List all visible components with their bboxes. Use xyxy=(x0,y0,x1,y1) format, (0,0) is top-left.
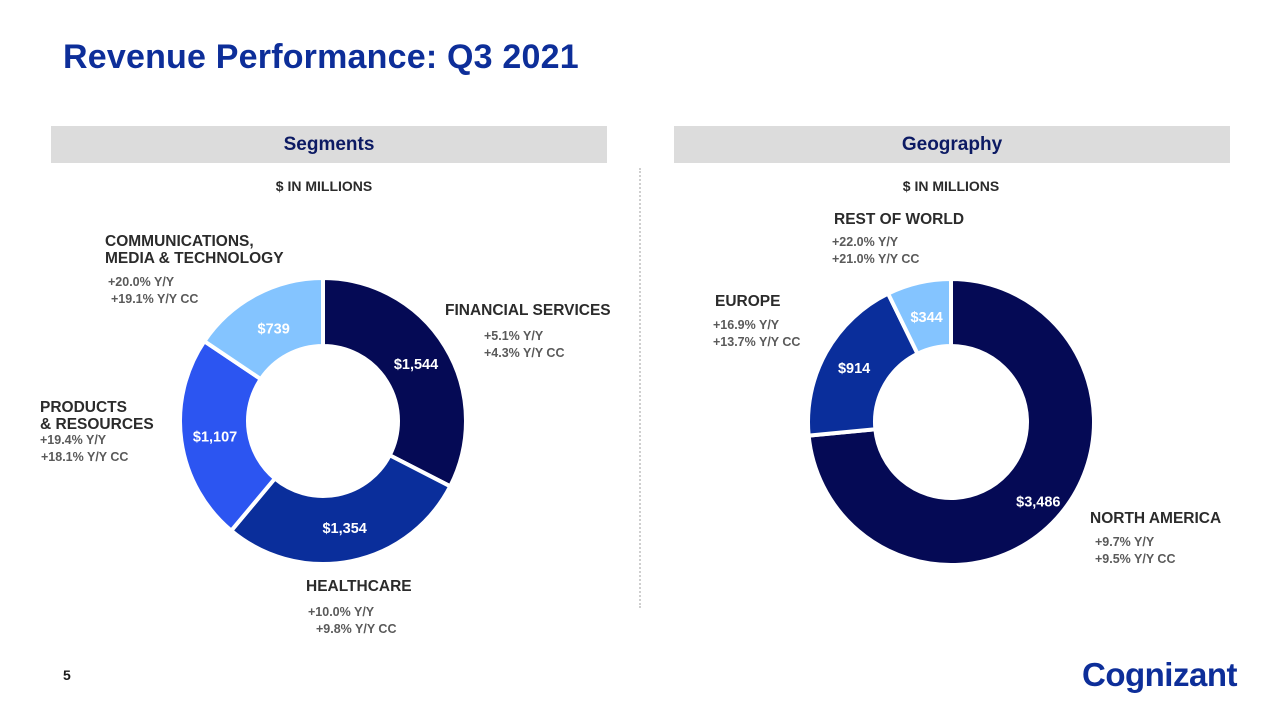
stats-rest-of-world: +22.0% Y/Y +21.0% Y/Y CC xyxy=(832,234,919,268)
yycc-financial-services: +4.3% Y/Y CC xyxy=(484,346,565,360)
label-cmt-line2: MEDIA & TECHNOLOGY xyxy=(105,250,284,267)
segments-units-label: $ IN MILLIONS xyxy=(275,178,373,194)
label-products-resources-line2: & RESOURCES xyxy=(40,416,154,433)
donut-slice-europe xyxy=(806,291,920,438)
yy-products-resources: +19.4% Y/Y xyxy=(40,433,107,447)
donut-value-label: $1,354 xyxy=(322,521,366,537)
stats-healthcare: +10.0% Y/Y +9.8% Y/Y CC xyxy=(308,604,397,638)
stats-financial-services: +5.1% Y/Y +4.3% Y/Y CC xyxy=(484,328,565,362)
yycc-rest-of-world: +21.0% Y/Y CC xyxy=(832,252,920,266)
label-rest-of-world: REST OF WORLD xyxy=(834,211,965,228)
donut-value-label: $739 xyxy=(258,321,290,337)
yy-europe: +16.9% Y/Y xyxy=(713,318,780,332)
donut-slice-financial-services xyxy=(321,276,468,489)
donut-value-label: $3,486 xyxy=(1016,494,1060,510)
stats-products-resources: +19.4% Y/Y +18.1% Y/Y CC xyxy=(40,432,128,466)
donut-value-label: $1,544 xyxy=(394,357,438,373)
label-europe: EUROPE xyxy=(715,293,781,310)
panel-divider xyxy=(639,168,641,608)
yy-north-america: +9.7% Y/Y xyxy=(1095,535,1155,549)
page-title: Revenue Performance: Q3 2021 xyxy=(63,38,579,76)
donut-value-label: $914 xyxy=(838,361,870,377)
segments-panel-header: Segments xyxy=(51,126,607,163)
label-communications-media-technology: COMMUNICATIONS, MEDIA & TECHNOLOGY xyxy=(105,233,284,267)
donut-slice-north-america xyxy=(806,277,1096,567)
label-products-resources: PRODUCTS & RESOURCES xyxy=(40,399,154,433)
yycc-europe: +13.7% Y/Y CC xyxy=(713,335,801,349)
geography-units-label: $ IN MILLIONS xyxy=(902,178,1000,194)
donut-value-label: $1,107 xyxy=(193,429,237,445)
yycc-healthcare: +9.8% Y/Y CC xyxy=(316,622,397,636)
donut-value-label: $344 xyxy=(910,310,942,326)
yy-rest-of-world: +22.0% Y/Y xyxy=(832,235,899,249)
label-healthcare: HEALTHCARE xyxy=(306,578,412,595)
label-financial-services: FINANCIAL SERVICES xyxy=(445,302,611,319)
yycc-cmt: +19.1% Y/Y CC xyxy=(111,292,199,306)
cognizant-logo: Cognizant xyxy=(1082,656,1237,693)
stats-europe: +16.9% Y/Y +13.7% Y/Y CC xyxy=(713,317,800,351)
geography-donut: $3,486 $914 $344 xyxy=(806,277,1096,567)
donut-slice-rest-of-world xyxy=(886,277,953,356)
donut-slice-healthcare xyxy=(229,453,453,566)
donut-slice-products-resources xyxy=(178,339,277,533)
label-cmt-line1: COMMUNICATIONS, xyxy=(105,233,254,250)
page-number: 5 xyxy=(63,667,71,683)
segments-donut: $1,544 $1,354 $1,107 $739 xyxy=(178,276,468,566)
yycc-products-resources: +18.1% Y/Y CC xyxy=(41,450,129,464)
label-north-america: NORTH AMERICA xyxy=(1090,510,1222,527)
yycc-north-america: +9.5% Y/Y CC xyxy=(1095,552,1176,566)
label-products-resources-line1: PRODUCTS xyxy=(40,399,127,416)
geography-panel-header: Geography xyxy=(674,126,1230,163)
donut-slice-communications-media-technology xyxy=(202,276,325,382)
yy-healthcare: +10.0% Y/Y xyxy=(308,605,375,619)
yy-cmt: +20.0% Y/Y xyxy=(108,275,175,289)
yy-financial-services: +5.1% Y/Y xyxy=(484,329,544,343)
stats-north-america: +9.7% Y/Y +9.5% Y/Y CC xyxy=(1095,534,1176,568)
stats-communications-media-technology: +20.0% Y/Y +19.1% Y/Y CC xyxy=(108,274,198,308)
